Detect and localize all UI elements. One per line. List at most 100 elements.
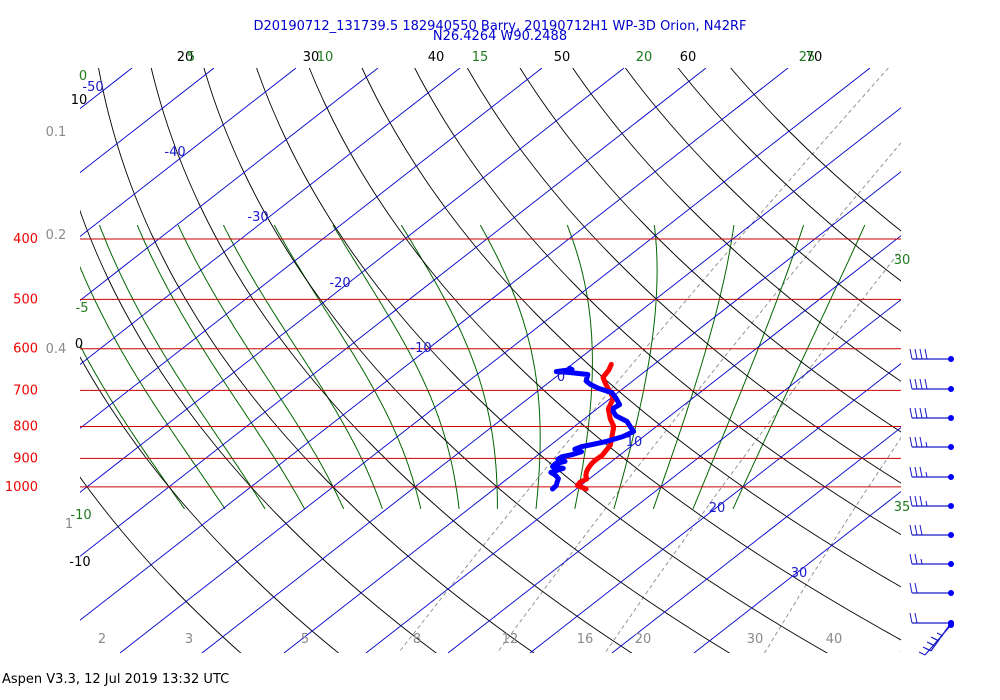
wind-barb-flag bbox=[924, 378, 928, 390]
wind-barb-flag bbox=[914, 436, 918, 448]
mixing-ratio-tick-label: 1 bbox=[65, 517, 73, 532]
dry-adiabat bbox=[624, 68, 901, 332]
isotherm-line bbox=[80, 68, 543, 429]
wind-barb-flag bbox=[918, 651, 926, 656]
dry-adiabat bbox=[80, 356, 340, 653]
wind-barb-half-flag bbox=[925, 441, 928, 448]
isotherm-line bbox=[283, 171, 901, 653]
wind-barb-half-flag bbox=[925, 500, 928, 507]
wind-barb bbox=[909, 436, 954, 450]
moist-adiabat-tick-label: -10 bbox=[70, 508, 91, 523]
wind-barb-flag bbox=[919, 436, 923, 448]
wind-barb bbox=[918, 622, 954, 656]
isobars bbox=[80, 238, 901, 488]
wind-barb-staff bbox=[924, 624, 952, 656]
wind-barb-flag bbox=[909, 466, 913, 478]
isotherm-tick-label: 10 bbox=[626, 435, 643, 450]
wind-barb bbox=[909, 378, 954, 392]
wind-barb-flag bbox=[914, 495, 918, 507]
wind-barb-flag bbox=[909, 612, 913, 624]
theta-tick-label: 30 bbox=[303, 50, 320, 65]
wind-barb-station bbox=[948, 474, 954, 480]
moist-adiabat bbox=[613, 225, 658, 510]
moist-adiabat bbox=[732, 224, 866, 510]
isotherm-line bbox=[80, 68, 297, 238]
isotherm-line bbox=[80, 68, 707, 557]
wind-barb-half-flag bbox=[920, 558, 923, 565]
moist-adiabat-tick-label: 25 bbox=[799, 50, 816, 65]
wind-barb-flag bbox=[919, 466, 923, 478]
mixing-ratio-line bbox=[397, 68, 889, 653]
theta-tick-label: -10 bbox=[69, 555, 90, 570]
isotherm-line bbox=[80, 68, 379, 302]
wind-barb-flag bbox=[914, 407, 918, 419]
wind-barb-flag bbox=[909, 524, 913, 536]
wind-barb-flag bbox=[930, 636, 938, 641]
mixing-ratio-tick-label: 12 bbox=[502, 632, 519, 647]
theta-tick-label: 60 bbox=[680, 50, 697, 65]
dewpoint-profile bbox=[548, 365, 637, 492]
wind-barbs bbox=[909, 348, 954, 656]
wind-barb-flag bbox=[914, 348, 918, 360]
theta-tick-label: 50 bbox=[554, 50, 571, 65]
wind-barb-flag bbox=[909, 348, 913, 360]
mixing-ratio-lines bbox=[397, 68, 901, 653]
dry-adiabat bbox=[414, 68, 901, 536]
pressure-tick-label: 400 bbox=[13, 232, 38, 247]
wind-barb-flag bbox=[919, 348, 923, 360]
wind-barb-flag bbox=[909, 495, 913, 507]
wind-barb bbox=[909, 524, 954, 538]
wind-barb-flag bbox=[909, 553, 913, 565]
wind-barb bbox=[909, 612, 954, 626]
wind-barb-flag bbox=[924, 348, 928, 360]
dry-adiabat bbox=[80, 209, 437, 653]
wind-barb-station bbox=[948, 590, 954, 596]
moist-adiabat-tick-label: 15 bbox=[472, 50, 489, 65]
isotherm-line bbox=[447, 299, 901, 653]
wind-barb-flag bbox=[919, 378, 923, 390]
isotherm-line bbox=[80, 68, 133, 110]
dry-adiabat bbox=[256, 68, 829, 653]
sounding-profiles bbox=[548, 361, 637, 492]
wind-barb-flag bbox=[919, 524, 923, 536]
wind-barb bbox=[909, 582, 954, 596]
wind-barb-flag bbox=[914, 378, 918, 390]
wind-barb-station bbox=[948, 532, 954, 538]
wind-barb-flag bbox=[909, 582, 913, 594]
isotherm-line bbox=[80, 68, 461, 365]
wind-barb-flag bbox=[909, 378, 913, 390]
isotherm-tick-label: 0 bbox=[557, 370, 565, 385]
chart-subtitle: N26.4264 W90.2488 bbox=[432, 29, 568, 44]
wind-barb-flag bbox=[914, 553, 918, 565]
theta-tick-label: 40 bbox=[428, 50, 445, 65]
moist-adiabat bbox=[136, 224, 306, 510]
theta-tick-label: 10 bbox=[71, 93, 88, 108]
isotherm-tick-label: -10 bbox=[410, 341, 431, 356]
isotherm-tick-label: -30 bbox=[247, 210, 268, 225]
wind-barb-station bbox=[948, 356, 954, 362]
mixing-ratio-tick-label: 0.1 bbox=[46, 125, 67, 140]
dry-adiabat bbox=[572, 68, 901, 382]
dry-adiabat bbox=[203, 68, 731, 653]
wind-barb-station bbox=[948, 415, 954, 421]
wind-barb bbox=[909, 553, 954, 567]
dry-adiabat bbox=[519, 68, 901, 433]
moist-adiabat-tick-label: 0 bbox=[79, 69, 87, 84]
wind-barb-flag bbox=[919, 495, 923, 507]
theta-tick-label: 0 bbox=[75, 337, 83, 352]
moist-adiabat-tick-label: 30 bbox=[894, 253, 911, 268]
moist-adiabat bbox=[479, 224, 541, 509]
wind-barb-flag bbox=[909, 407, 913, 419]
theta-tick-label: 20 bbox=[177, 50, 194, 65]
mixing-ratio-line bbox=[604, 249, 901, 653]
wind-barb bbox=[909, 348, 954, 362]
isotherm-line bbox=[80, 68, 215, 174]
wind-barb-station bbox=[948, 386, 954, 392]
wind-barb-station bbox=[948, 561, 954, 567]
moist-adiabat bbox=[652, 225, 735, 510]
moist-adiabat-tick-label: 35 bbox=[894, 500, 911, 515]
pressure-tick-label: 600 bbox=[13, 342, 38, 357]
isotherm-line bbox=[80, 68, 625, 493]
moist-adiabat bbox=[400, 224, 498, 509]
